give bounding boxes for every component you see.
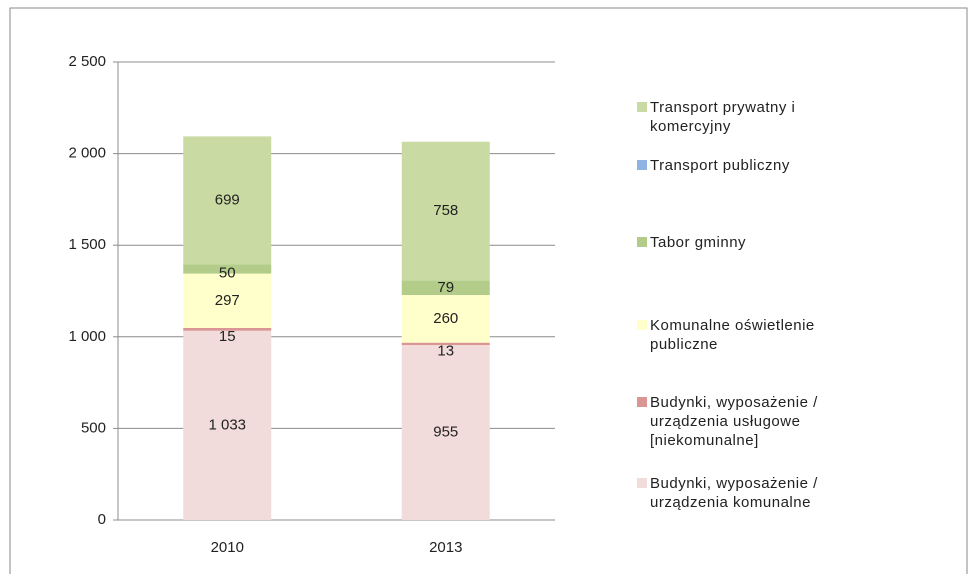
legend-label: Komunalne oświetlenie publiczne bbox=[650, 317, 815, 353]
bar-segment bbox=[183, 330, 272, 520]
legend-swatch bbox=[637, 102, 647, 112]
data-label: 297 bbox=[215, 292, 240, 309]
y-tick-label: 0 bbox=[98, 511, 106, 528]
data-label: 758 bbox=[433, 202, 458, 219]
legend-item: Budynki, wyposażenie / urządzenia komuna… bbox=[637, 474, 877, 512]
data-label: 79 bbox=[437, 279, 454, 296]
data-label: 15 bbox=[219, 328, 236, 345]
y-tick-label: 1 500 bbox=[68, 236, 106, 253]
legend-swatch bbox=[637, 237, 647, 247]
data-label: 50 bbox=[219, 264, 236, 281]
bar-segment bbox=[183, 264, 272, 274]
bar-segment bbox=[401, 342, 490, 346]
data-label: 699 bbox=[215, 191, 240, 208]
x-tick-label: 2010 bbox=[211, 539, 244, 556]
legend-item: Budynki, wyposażenie / urządzenia usługo… bbox=[637, 393, 877, 450]
legend-item: Tabor gminny bbox=[637, 233, 877, 252]
bar-segment bbox=[401, 295, 490, 343]
y-tick-label: 500 bbox=[81, 419, 106, 436]
legend-label: Budynki, wyposażenie / urządzenia komuna… bbox=[650, 475, 818, 511]
legend-label: Transport publiczny bbox=[650, 157, 790, 174]
legend-label: Tabor gminny bbox=[650, 234, 747, 251]
legend-item: Transport prywatny i komercyjny bbox=[637, 98, 877, 136]
data-label: 13 bbox=[437, 343, 454, 360]
y-tick-label: 2 000 bbox=[68, 145, 106, 162]
bar-segment bbox=[183, 273, 272, 329]
data-label: 955 bbox=[433, 423, 458, 440]
legend-label: Budynki, wyposażenie / urządzenia usługo… bbox=[650, 394, 818, 449]
legend-swatch bbox=[637, 160, 647, 170]
x-tick-label: 2013 bbox=[429, 539, 462, 556]
legend-swatch bbox=[637, 478, 647, 488]
bar-segment bbox=[401, 345, 490, 520]
y-tick-label: 1 000 bbox=[68, 328, 106, 345]
legend-item: Komunalne oświetlenie publiczne bbox=[637, 316, 877, 354]
legend-label: Transport prywatny i komercyjny bbox=[650, 99, 796, 135]
data-label: 1 033 bbox=[208, 416, 246, 433]
legend-item: Transport publiczny bbox=[637, 156, 877, 175]
bar-segment bbox=[401, 280, 490, 296]
bar-segment bbox=[183, 328, 272, 331]
legend-swatch bbox=[637, 397, 647, 407]
y-tick-label: 2 500 bbox=[68, 53, 106, 70]
data-label: 260 bbox=[433, 310, 458, 327]
legend-swatch bbox=[637, 320, 647, 330]
bar-segment bbox=[401, 141, 490, 281]
bar-segment bbox=[183, 136, 272, 265]
